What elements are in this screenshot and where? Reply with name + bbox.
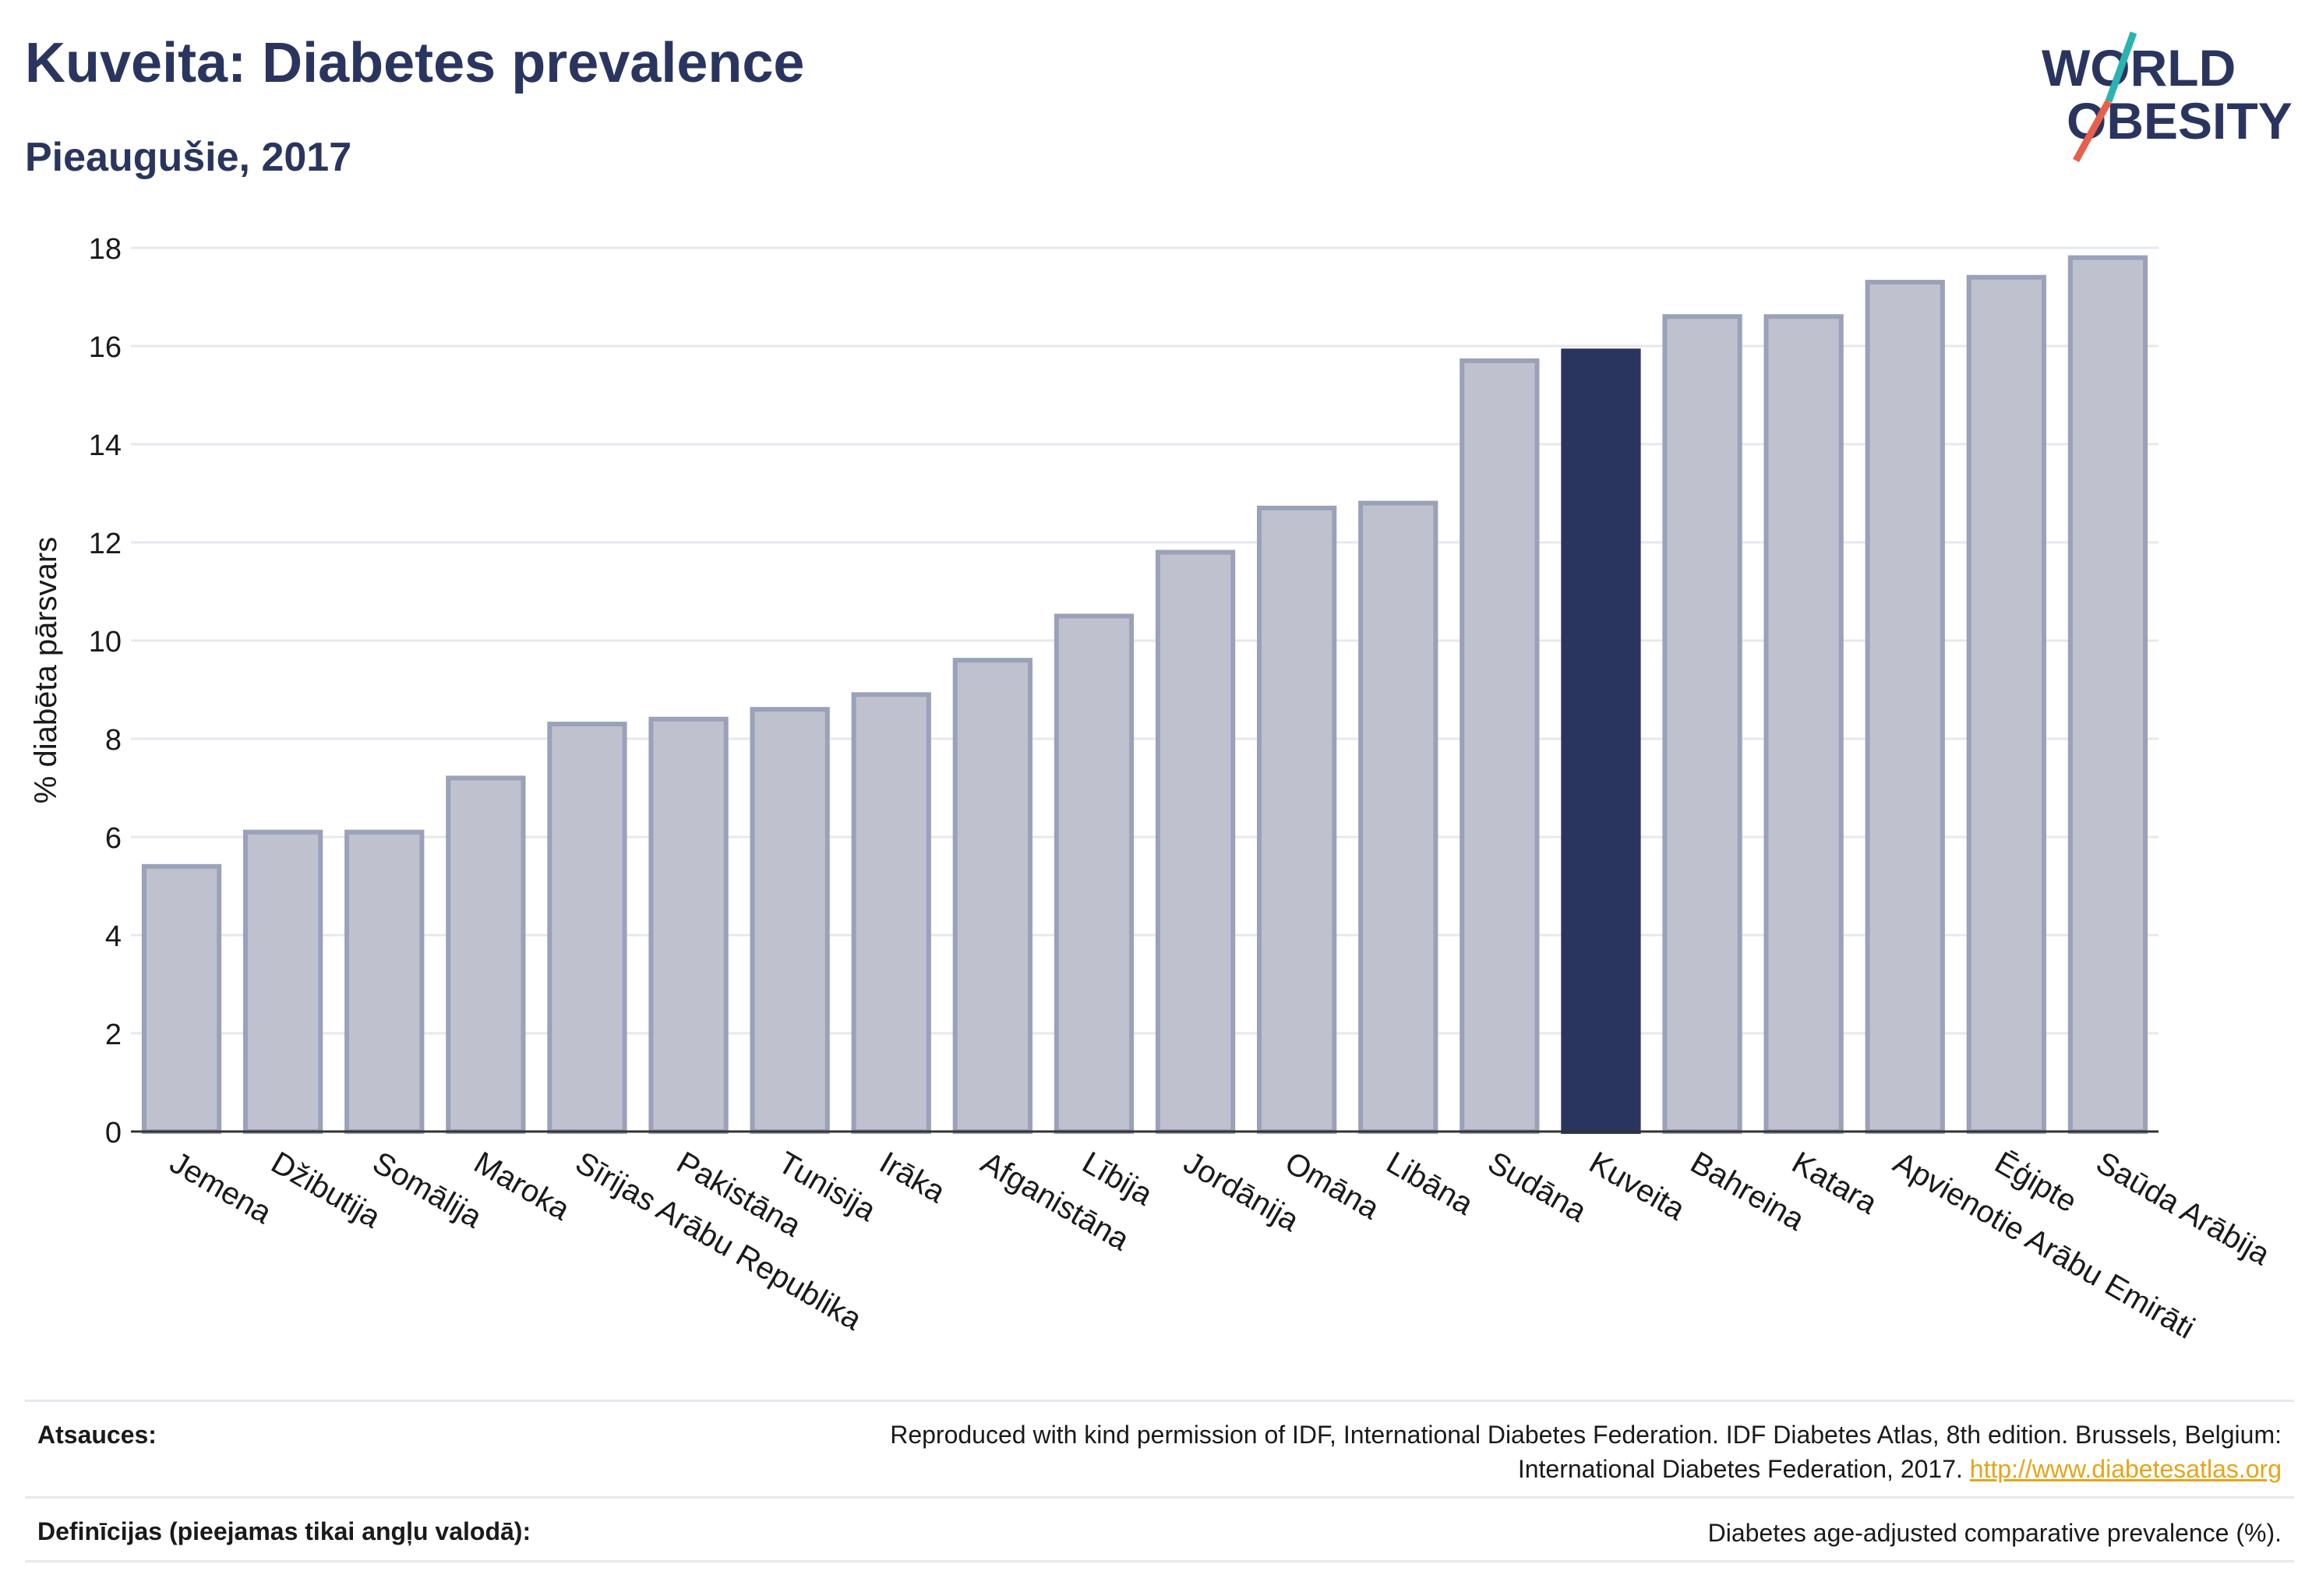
- x-tick-label: Jemena: [164, 1146, 278, 1231]
- bar: [1865, 280, 1945, 1135]
- bar: [547, 722, 627, 1134]
- bar: [1662, 314, 1742, 1135]
- sources-row: Atsauces: Reproduced with kind permissio…: [25, 1400, 2294, 1499]
- definitions-text: Diabetes age-adjusted comparative preval…: [1707, 1519, 2282, 1547]
- bar: [1561, 348, 1641, 1134]
- logo-slash-bottom: [2073, 99, 2112, 163]
- sources-text-line-2: International Diabetes Federation, 2017.: [1517, 1455, 1963, 1483]
- x-tick-label: Džibutija: [266, 1146, 387, 1235]
- y-tick-label: 8: [105, 724, 122, 757]
- bar: [1966, 274, 2046, 1134]
- sources-label: Atsauces:: [37, 1421, 157, 1449]
- bar-chart: 0 2 4 6 8 10 12 14 16 18 JemenaDžibutijaSomālijaMa…: [29, 233, 2276, 1346]
- grid-lines: [131, 246, 2159, 1035]
- bar: [1257, 505, 1337, 1134]
- y-tick-label: 14: [89, 429, 122, 462]
- x-tick-label: Jordānija: [1178, 1146, 1305, 1239]
- logo-slash-top: [2105, 31, 2137, 103]
- logo-line-2: OBESITY: [2067, 92, 2293, 150]
- bar: [446, 775, 526, 1135]
- x-tick-label: Sudāna: [1482, 1146, 1593, 1229]
- x-tick-label: Bahreina: [1685, 1146, 1810, 1238]
- bar: [952, 658, 1032, 1134]
- definitions-row: Definīcijas (pieejamas tikai angļu valod…: [25, 1496, 2294, 1562]
- bar: [344, 829, 425, 1134]
- x-tick-label: Kuveita: [1583, 1146, 1691, 1227]
- y-axis-label: % diabēta pārsvars: [29, 537, 63, 803]
- y-tick-label: 12: [89, 528, 122, 560]
- bar: [141, 863, 222, 1135]
- bar: [648, 716, 729, 1134]
- x-tick-label: Maroka: [468, 1146, 576, 1227]
- y-tick-label: 6: [105, 822, 122, 855]
- x-tick-label: Somālija: [367, 1146, 488, 1235]
- diabetes-atlas-link[interactable]: http://www.diabetesatlas.org: [1969, 1455, 2282, 1483]
- bar: [243, 829, 323, 1134]
- bar: [750, 707, 830, 1134]
- bar: [1054, 613, 1135, 1134]
- bar: [851, 692, 931, 1134]
- chart-title: Kuveita: Diabetes prevalence: [25, 32, 805, 94]
- sources-text: Reproduced with kind permission of IDF, …: [890, 1418, 2282, 1486]
- sources-text-line-1: Reproduced with kind permission of IDF, …: [890, 1421, 2282, 1449]
- y-tick-label: 10: [89, 626, 122, 659]
- logo-line-1: WORLD: [2042, 39, 2236, 97]
- footer-divider: [25, 1560, 2294, 1562]
- bar: [1155, 549, 1236, 1134]
- x-tick-label: Irāka: [874, 1146, 951, 1210]
- bar: [1763, 314, 1844, 1135]
- y-tick-label: 16: [89, 331, 122, 364]
- bar: [1460, 358, 1540, 1134]
- x-tick-label: Saūda Arābija: [2090, 1146, 2275, 1273]
- bar: [1358, 500, 1438, 1134]
- y-tick-label: 0: [105, 1117, 122, 1149]
- chart-subtitle: Pieaugušie, 2017: [25, 135, 352, 180]
- y-tick-label: 4: [105, 920, 122, 953]
- x-tick-label: Libāna: [1381, 1146, 1480, 1223]
- y-tick-label: 18: [89, 233, 122, 266]
- definitions-label: Definīcijas (pieejamas tikai angļu valod…: [37, 1517, 531, 1545]
- world-obesity-logo: WORLD OBESITY: [2042, 31, 2293, 163]
- y-tick-label: 2: [105, 1019, 122, 1051]
- bar: [2067, 255, 2148, 1135]
- bars: [141, 255, 2148, 1135]
